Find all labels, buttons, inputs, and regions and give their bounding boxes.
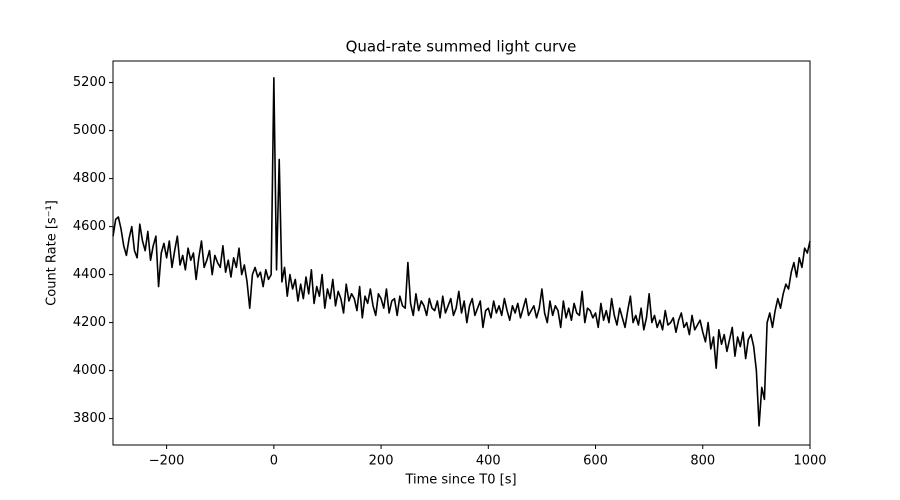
x-axis-label: Time since T0 [s]: [404, 473, 516, 488]
y-tick-label: 4200: [73, 315, 106, 330]
y-tick-label: 4400: [73, 267, 106, 282]
y-axis-label: Count Rate [s⁻¹]: [45, 200, 60, 306]
x-tick-label: 400: [476, 454, 501, 469]
x-tick-label: 1000: [793, 454, 826, 469]
x-tick-label: 600: [583, 454, 608, 469]
x-tick-label: −200: [149, 454, 185, 469]
x-tick-label: 0: [270, 454, 278, 469]
chart-title: Quad-rate summed light curve: [346, 38, 577, 56]
plot-frame: [112, 60, 811, 446]
light-curve: [112, 77, 811, 427]
x-tick-label: 800: [690, 454, 715, 469]
y-tick-label: 4600: [73, 219, 106, 234]
y-tick-label: 5200: [73, 75, 106, 90]
y-tick-label: 4800: [73, 171, 106, 186]
y-tick-label: 3800: [73, 411, 106, 426]
y-tick-label: 4000: [73, 363, 106, 378]
y-tick-label: 5000: [73, 123, 106, 138]
x-tick-label: 200: [369, 454, 394, 469]
